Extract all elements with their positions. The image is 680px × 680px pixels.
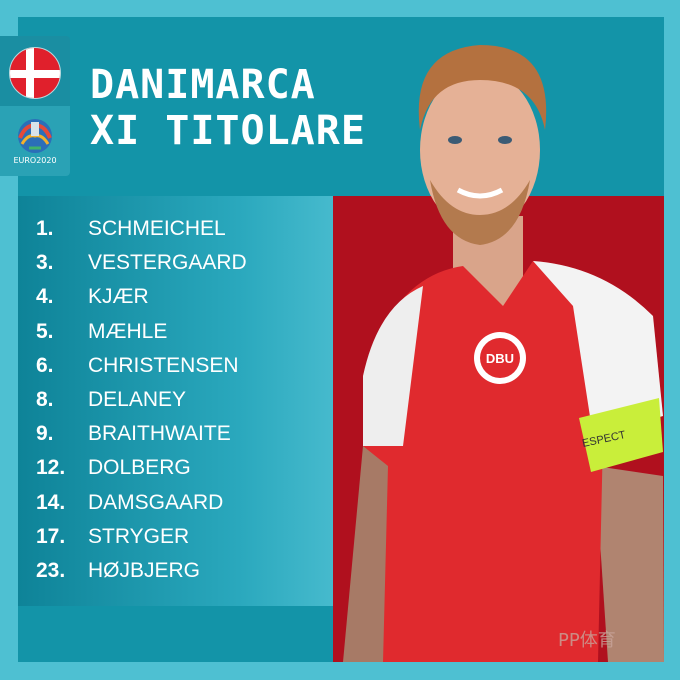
player-number: 12. xyxy=(36,456,66,480)
player-name: DOLBERG xyxy=(88,456,191,480)
crest-text: DBU xyxy=(486,351,514,366)
player-name: VESTERGAARD xyxy=(88,251,247,275)
hair xyxy=(418,45,547,130)
player-name: BRAITHWAITE xyxy=(88,422,231,446)
player-name: DELANEY xyxy=(88,388,187,411)
player-number: 8. xyxy=(36,388,54,411)
player-number: 23. xyxy=(36,559,66,582)
title-line-country: DANIMARCA xyxy=(90,62,316,108)
lineup-list: 1. SCHMEICHEL 3. VESTERGAARD 4. KJÆR 5. MÆHLE 6.… xyxy=(18,196,333,606)
player-name: DAMSGAARD xyxy=(88,490,224,514)
player-name: CHRISTENSEN xyxy=(88,353,239,377)
watermark-text: PP体育 xyxy=(558,630,616,651)
player-number: 17. xyxy=(36,524,66,548)
page-title: DANIMARCA XI TITOLARE xyxy=(90,62,366,154)
player-number: 14. xyxy=(36,490,66,514)
player-name: KJÆR xyxy=(88,285,149,309)
euro2020-label: EURO2020 xyxy=(13,156,57,165)
player-photo: ESPECT DBU PP体育 xyxy=(333,196,664,662)
denmark-flag-icon xyxy=(9,47,61,99)
side-badge: EURO2020 xyxy=(0,36,70,176)
player-number: 5. xyxy=(36,319,54,343)
player-number: 3. xyxy=(36,251,54,275)
shirt-sleeve-left xyxy=(363,286,423,446)
title-line-subtitle: XI TITOLARE xyxy=(90,108,366,154)
player-name: SCHMEICHEL xyxy=(88,217,226,240)
player-head xyxy=(418,45,547,245)
player-number: 4. xyxy=(36,285,54,309)
player-name: STRYGER xyxy=(88,524,190,548)
euro2020-logo-icon xyxy=(18,119,52,153)
player-name: MÆHLE xyxy=(88,319,168,343)
right-arm xyxy=(595,466,664,662)
player-number: 1. xyxy=(36,217,54,240)
beard xyxy=(430,180,530,245)
captain-armband xyxy=(579,398,663,472)
player-illustration: ESPECT DBU PP体育 xyxy=(333,196,664,662)
player-number: 6. xyxy=(36,353,54,377)
player-number: 9. xyxy=(36,422,54,446)
shirt-sleeve-white xyxy=(533,261,663,436)
player-name: HØJBJERG xyxy=(88,559,201,582)
